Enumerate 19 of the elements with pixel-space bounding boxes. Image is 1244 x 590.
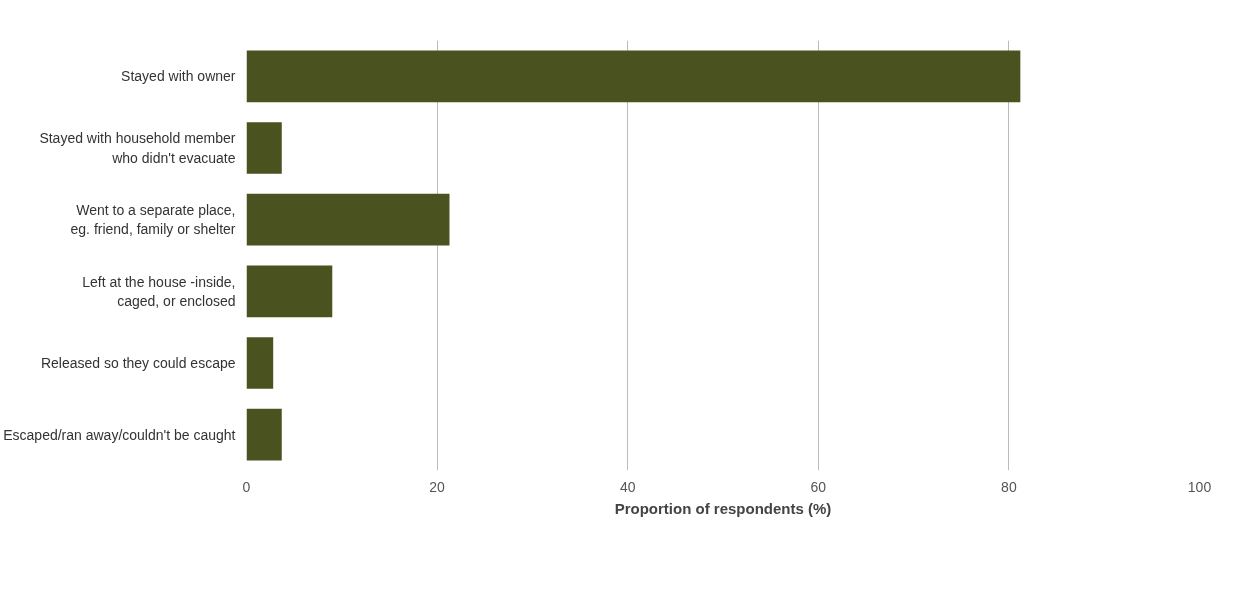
y-tick-label: Released so they could escape: [40, 355, 236, 371]
y-tick-label: Stayed with household member who didn't evacuate: [39, 130, 236, 166]
y-tick-label: Escaped/ran away/couldn't be caught: [3, 426, 236, 443]
y-tick-label: Left at the house -inside, caged, or enclosed: [82, 273, 236, 309]
bar: [246, 408, 282, 461]
x-axis-title: Proportion of respondents (%): [614, 499, 832, 517]
bar: [246, 337, 274, 389]
x-tick-label: 60: [810, 478, 827, 495]
x-tick-label: 20: [429, 478, 446, 495]
bar: [246, 193, 450, 246]
bar: [246, 50, 1021, 103]
bar: [246, 122, 282, 174]
x-tick-label: 0: [242, 478, 251, 495]
y-tick-label: Stayed with owner: [121, 68, 236, 85]
x-tick-label: 100: [1187, 478, 1212, 495]
x-tick-label: 80: [1001, 478, 1017, 495]
bar: [246, 265, 333, 318]
y-tick-label: Went to a separate place, eg. friend, family or shelter: [70, 202, 236, 238]
x-tick-label: 40: [619, 478, 636, 495]
